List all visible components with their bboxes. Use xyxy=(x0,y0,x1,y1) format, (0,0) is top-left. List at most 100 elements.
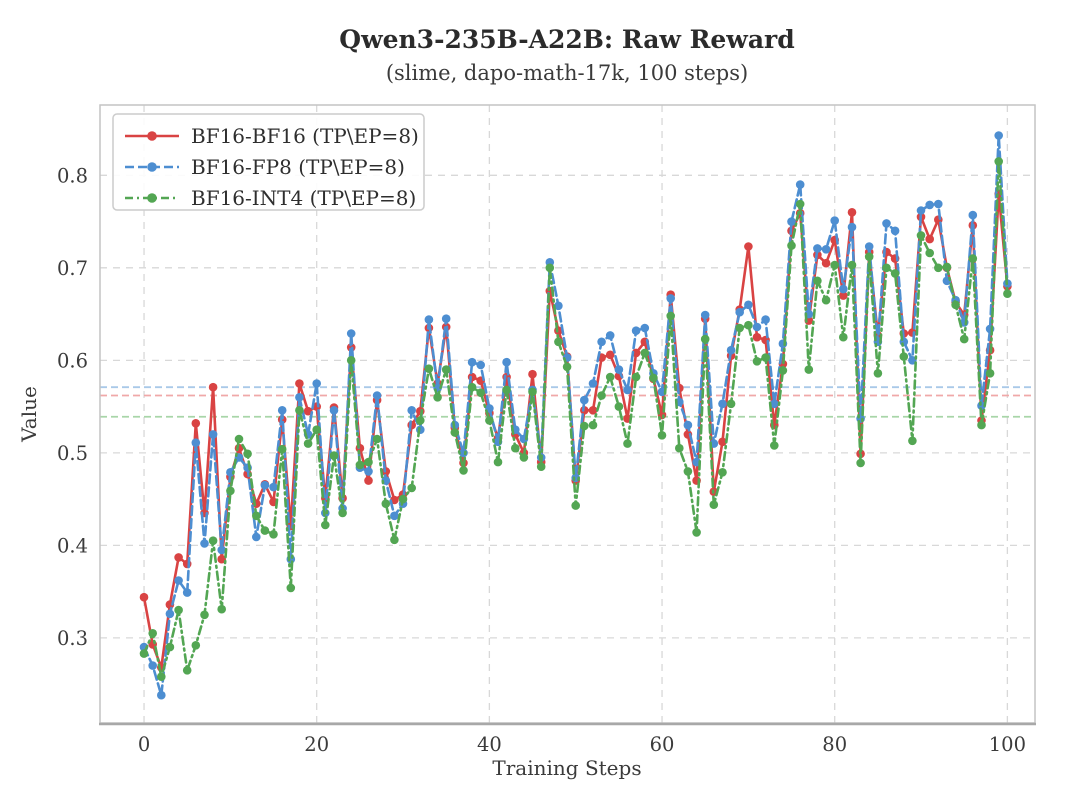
data-point xyxy=(744,320,753,330)
data-point xyxy=(597,391,606,400)
data-point xyxy=(467,372,477,382)
data-point xyxy=(666,294,675,303)
data-point xyxy=(640,348,650,358)
data-point xyxy=(260,480,270,490)
data-point xyxy=(588,420,598,430)
data-point xyxy=(821,258,831,268)
x-tick-label-20: 20 xyxy=(304,733,329,756)
data-point xyxy=(148,661,157,670)
data-point xyxy=(795,180,805,189)
legend-item-BF16-BF16: BF16-BF16 (TP\EP=8) xyxy=(125,124,419,148)
data-point xyxy=(761,353,770,362)
legend-marker-swatch xyxy=(147,162,157,172)
y-tick-label-0.6: 0.6 xyxy=(57,349,88,372)
series-markers-BF16-FP8 xyxy=(139,131,1012,700)
data-point xyxy=(718,399,727,409)
data-point xyxy=(528,369,537,379)
data-point xyxy=(467,357,477,367)
data-point xyxy=(666,311,675,321)
data-point xyxy=(890,269,900,278)
chart-subtitle: (slime, dapo-math-17k, 100 steps) xyxy=(386,61,748,85)
data-point xyxy=(925,200,934,210)
data-point xyxy=(441,365,451,374)
data-point xyxy=(416,416,425,425)
data-point xyxy=(200,610,209,620)
data-point xyxy=(821,295,831,305)
data-point xyxy=(752,322,762,332)
data-point xyxy=(726,399,736,409)
data-point xyxy=(718,468,727,477)
data-point xyxy=(208,430,218,439)
series-markers-BF16-BF16 xyxy=(139,189,1012,672)
data-point xyxy=(174,576,183,585)
y-tick-label-0.4: 0.4 xyxy=(57,534,88,557)
data-point xyxy=(908,436,917,446)
y-axis-label: Value xyxy=(17,386,41,443)
data-point xyxy=(977,420,986,430)
data-point xyxy=(148,629,157,638)
data-point xyxy=(217,545,226,555)
data-point xyxy=(364,457,373,467)
data-point xyxy=(139,649,149,658)
data-point xyxy=(718,437,727,447)
data-point xyxy=(605,350,615,360)
y-tick-label-0.3: 0.3 xyxy=(57,627,88,650)
data-point xyxy=(502,357,511,367)
plot-frame-layer xyxy=(99,104,1036,726)
data-point xyxy=(640,323,650,333)
data-point xyxy=(752,332,762,342)
data-point xyxy=(217,554,226,564)
data-point xyxy=(1003,289,1012,299)
data-point xyxy=(191,438,201,448)
series-line-BF16-INT4 xyxy=(142,160,1009,678)
data-point xyxy=(623,385,632,395)
data-point xyxy=(476,360,486,370)
data-point xyxy=(493,457,503,467)
data-point xyxy=(994,131,1003,140)
data-point xyxy=(968,254,978,263)
data-point xyxy=(631,326,641,336)
data-point xyxy=(243,449,252,459)
data-point xyxy=(251,532,261,542)
data-point xyxy=(864,242,874,251)
legend-item-BF16-INT4: BF16-INT4 (TP\EP=8) xyxy=(125,186,416,210)
data-point xyxy=(597,337,606,347)
data-point xyxy=(562,362,572,372)
data-point xyxy=(631,372,641,382)
data-point xyxy=(467,382,477,392)
data-point xyxy=(217,604,226,614)
data-point xyxy=(623,439,632,448)
data-point xyxy=(502,385,511,395)
data-point xyxy=(994,157,1003,166)
data-point xyxy=(277,406,287,415)
legend-marker-swatch xyxy=(147,193,157,203)
data-point xyxy=(839,284,848,294)
data-point xyxy=(286,583,296,593)
data-point xyxy=(346,329,356,338)
data-point xyxy=(364,476,373,485)
data-point xyxy=(157,690,166,700)
data-point xyxy=(804,365,814,374)
data-point xyxy=(605,331,615,340)
data-point xyxy=(303,406,313,416)
data-point xyxy=(770,399,779,409)
data-point xyxy=(934,263,943,273)
data-point xyxy=(726,345,736,355)
series-markers-BF16-INT4 xyxy=(139,157,1012,681)
data-point xyxy=(735,323,744,333)
data-point xyxy=(683,467,693,476)
data-point xyxy=(882,263,891,273)
data-point xyxy=(174,553,183,562)
data-point xyxy=(675,443,684,453)
data-point xyxy=(182,666,192,675)
data-point xyxy=(873,369,883,378)
data-point xyxy=(312,379,322,388)
data-point xyxy=(545,263,555,273)
legend: BF16-BF16 (TP\EP=8) BF16-FP8 (TP\EP=8) BF1… xyxy=(112,113,425,211)
data-point xyxy=(554,337,563,347)
data-point xyxy=(372,434,382,444)
data-point xyxy=(329,406,339,415)
legend-label: BF16-INT4 (TP\EP=8) xyxy=(191,186,416,210)
data-point xyxy=(208,536,218,545)
